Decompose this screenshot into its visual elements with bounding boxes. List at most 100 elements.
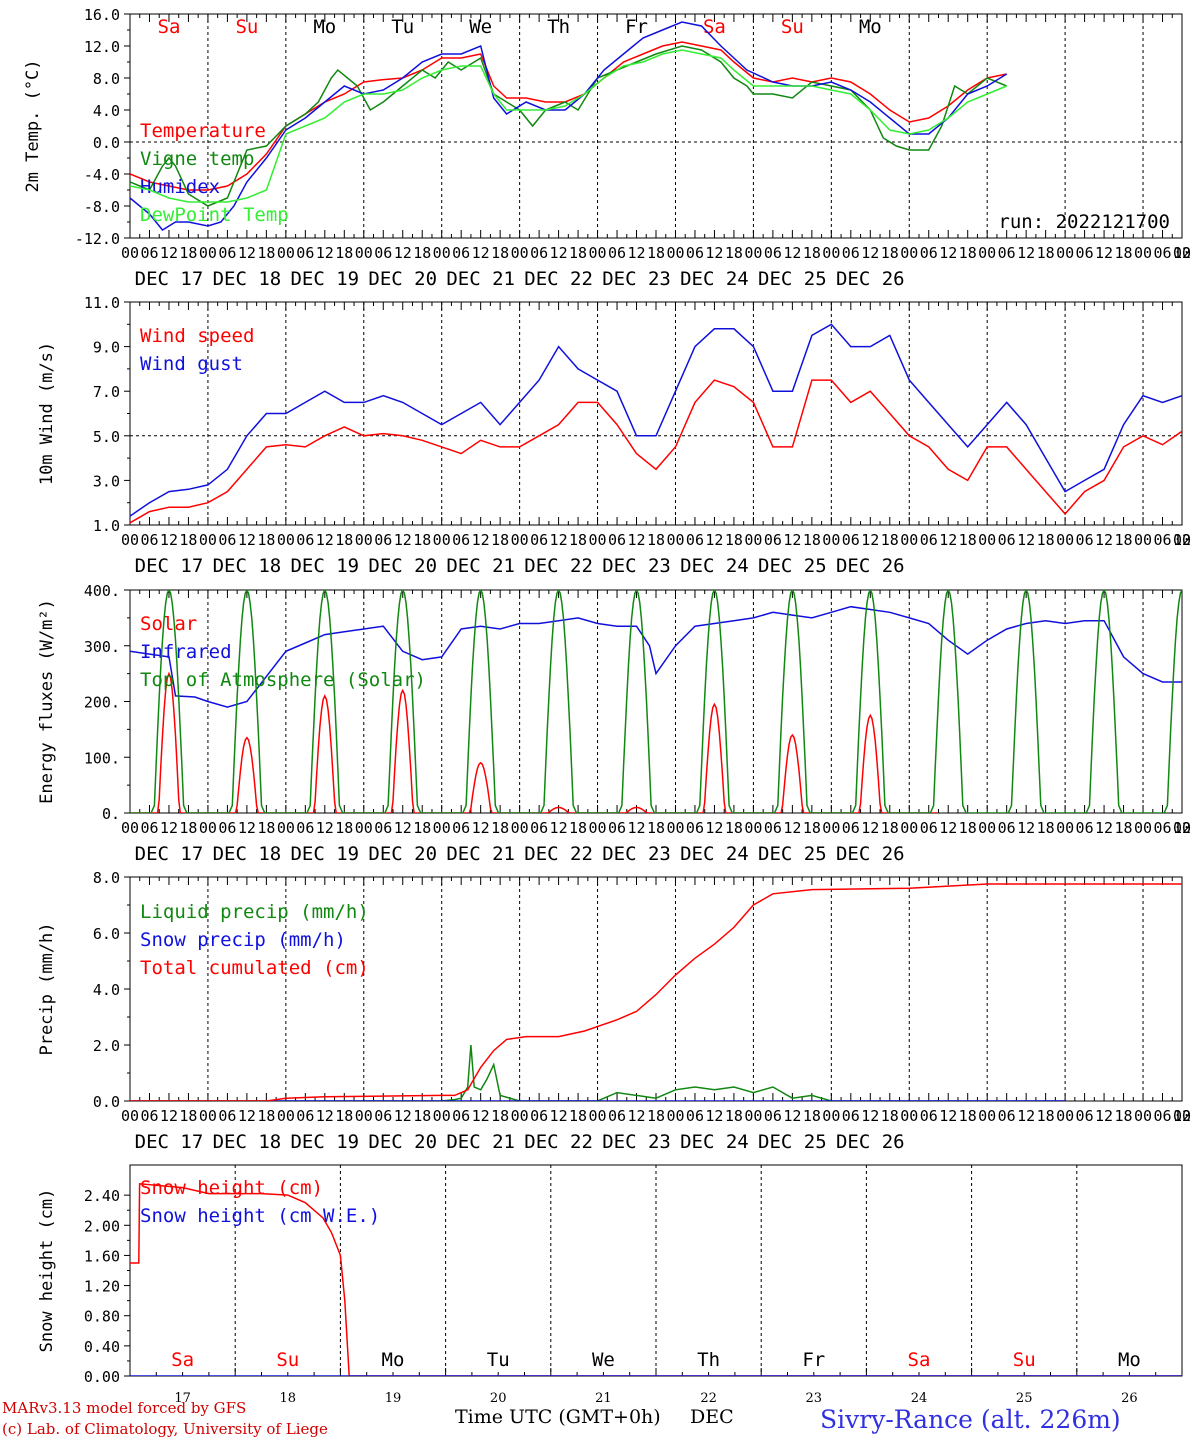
hour-label: 18 [803,244,821,262]
hour-label: 06 [296,1107,314,1125]
day-number: 23 [806,1391,823,1406]
series-line-solar [130,671,937,813]
date-label: DEC 19 [290,1131,359,1153]
hour-label: 18 [725,819,743,837]
hour-label: 06 [842,244,860,262]
y-tick-label: 200. [84,694,120,712]
hour-label: 00 [978,244,996,262]
date-label: DEC 17 [135,268,204,290]
hour-label: 06 [1076,531,1094,549]
hour-label: 18 [413,819,431,837]
hour-label: 12 [939,244,957,262]
hour-label: 18 [881,1107,899,1125]
date-label: DEC 21 [446,1131,515,1153]
hour-label: 12 [1173,819,1191,837]
hour-label: 06 [920,244,938,262]
hour-label: 00 [1134,819,1152,837]
hour-label: 06 [998,531,1016,549]
hour-label: 12 [238,819,256,837]
hour-label: 00 [666,1107,684,1125]
hour-label: 18 [1115,531,1133,549]
y-tick-label: 2.00 [84,1217,120,1235]
hour-label: 12 [1017,244,1035,262]
hour-label: 06 [140,531,158,549]
hour-label: 12 [1095,1107,1113,1125]
hour-label: 00 [511,244,529,262]
hour-label: 00 [589,819,607,837]
y-tick-label: 1.20 [84,1278,120,1296]
weekday-label: Fr [625,16,648,38]
hour-label: 18 [569,1107,587,1125]
hour-label: 06 [608,244,626,262]
hour-label: 18 [959,531,977,549]
y-tick-label: 100. [84,749,120,767]
y-tick-label: 0.0 [93,1093,120,1111]
hour-label: 12 [394,531,412,549]
hour-label: 00 [900,819,918,837]
hour-label: 12 [627,819,645,837]
y-tick-label: 0.0 [93,134,120,152]
hour-label: 12 [238,1107,256,1125]
day-number: 22 [700,1391,717,1406]
hour-label: 18 [1037,819,1055,837]
hour-label: 12 [160,244,178,262]
hour-label: 06 [452,244,470,262]
weekday-label: Sa [908,1349,931,1371]
hour-label: 00 [744,244,762,262]
series-line-dewpoint-temp [130,49,1007,203]
date-label: DEC 25 [758,555,827,577]
hour-label: 00 [822,819,840,837]
hour-label: 18 [647,531,665,549]
hour-label: 18 [647,1107,665,1125]
hour-label: 06 [296,244,314,262]
hour-label: 12 [472,531,490,549]
hour-label: 18 [1192,244,1194,262]
hour-label: 18 [491,819,509,837]
date-label: DEC 19 [290,843,359,865]
hour-label: 00 [1173,531,1191,549]
hour-label: 00 [666,531,684,549]
weekday-label: Su [1013,1349,1036,1371]
date-label: DEC 21 [446,555,515,577]
date-label: DEC 23 [602,555,671,577]
hour-label: 06 [296,819,314,837]
date-label: DEC 17 [135,1131,204,1153]
y-tick-label: 7.0 [93,383,120,401]
hour-label: 12 [1017,1107,1035,1125]
legend-entry: Temperature [140,120,266,142]
hour-label: 06 [1076,1107,1094,1125]
hour-label: 06 [1153,819,1171,837]
hour-label: 00 [978,531,996,549]
hour-label: 18 [881,531,899,549]
hour-label: 00 [1056,531,1074,549]
hour-label: 18 [257,1107,275,1125]
hour-label: 12 [1017,819,1035,837]
hour-label: 18 [1115,1107,1133,1125]
hour-label: 18 [881,244,899,262]
hour-label: 12 [550,531,568,549]
hour-label: 06 [452,819,470,837]
y-tick-label: -12.0 [75,230,120,248]
date-label: DEC 26 [836,1131,905,1153]
hour-label: 12 [472,1107,490,1125]
day-number: 25 [1016,1391,1033,1406]
hour-label: 06 [998,1107,1016,1125]
y-axis-label: Precip (mm/h) [37,922,57,1055]
hour-label: 18 [179,1107,197,1125]
hour-label: 00 [744,1107,762,1125]
hour-label: 18 [1192,819,1194,837]
hour-label: 18 [803,1107,821,1125]
hour-label: 12 [705,819,723,837]
hour-label: 18 [725,1107,743,1125]
day-number: 18 [280,1391,297,1406]
hour-label: 00 [1173,819,1191,837]
hour-label: 18 [335,1107,353,1125]
date-label: DEC 18 [213,555,282,577]
hour-label: 06 [374,244,392,262]
hour-label: 12 [316,819,334,837]
plot-frame [129,301,1183,526]
hour-label: 00 [1134,1107,1152,1125]
hour-label: 00 [199,819,217,837]
hour-label: 00 [666,244,684,262]
hour-label: 06 [218,531,236,549]
